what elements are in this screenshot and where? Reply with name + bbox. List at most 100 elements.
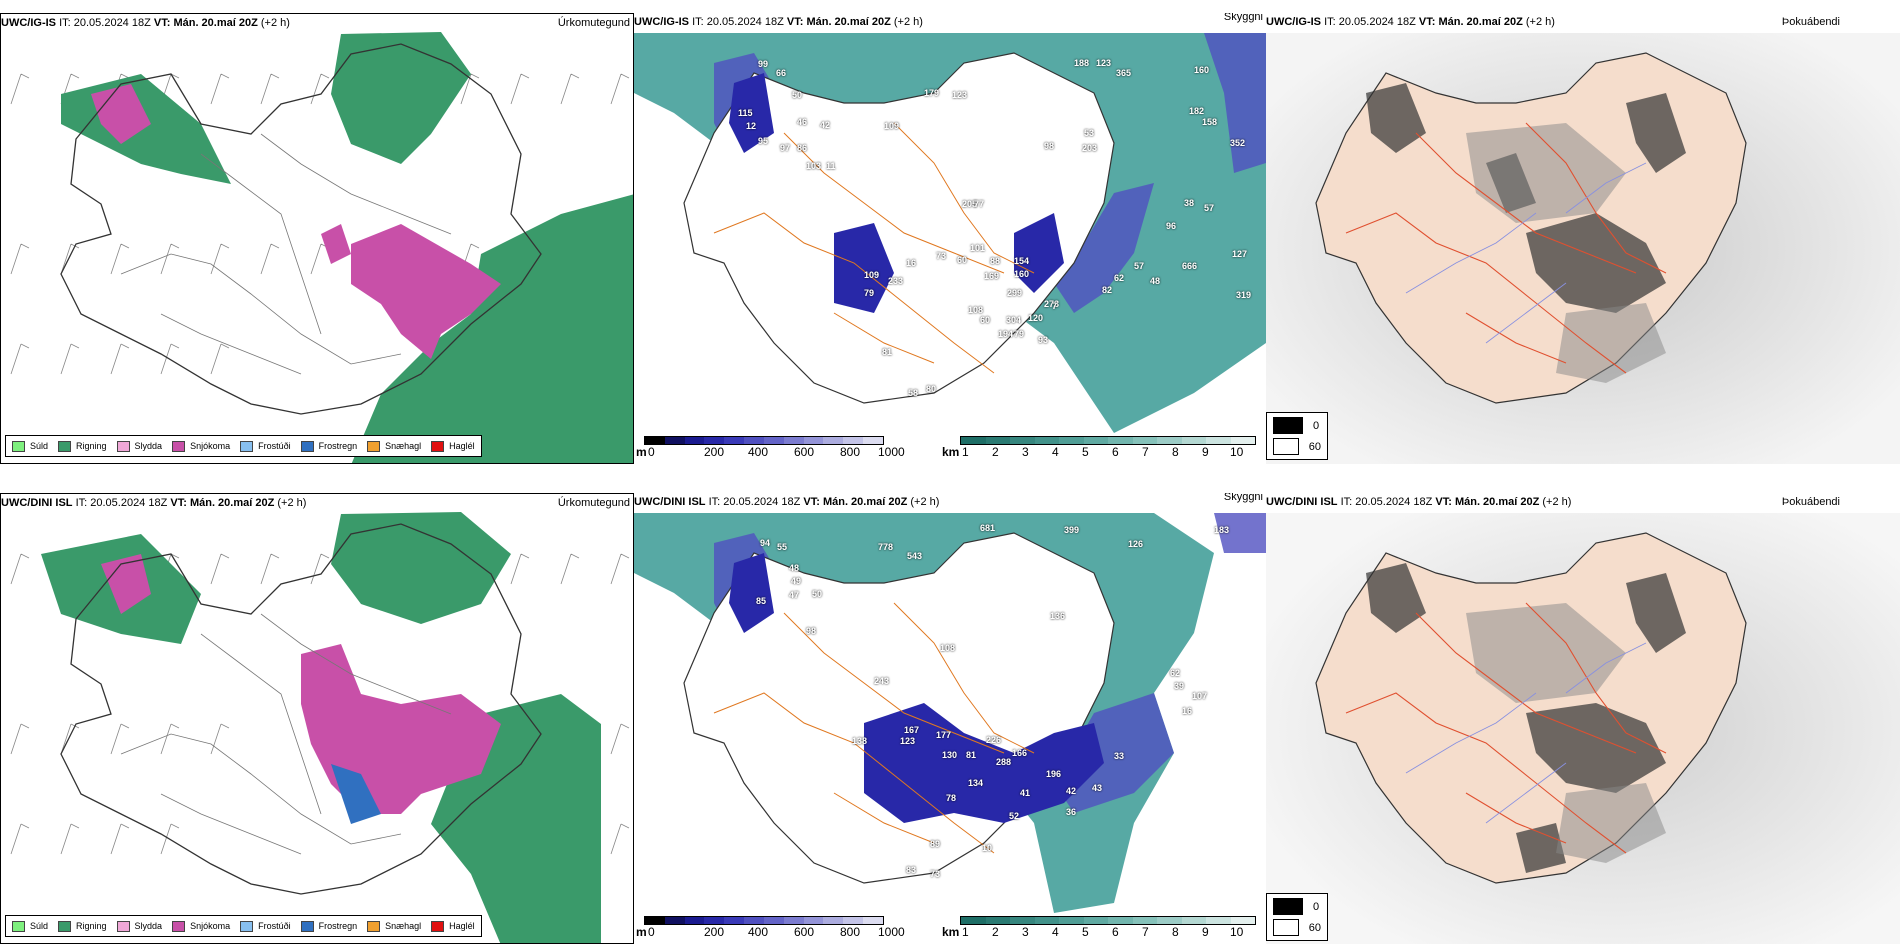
cloud-map-graphic	[634, 513, 1266, 913]
panel-title: Skyggni	[1223, 493, 1263, 503]
roads	[1345, 122, 1667, 374]
legend-swatch	[367, 920, 381, 932]
lead-time: (+2 h)	[277, 497, 307, 509]
colorbar-swatches	[644, 916, 884, 925]
colorbar-tick: 400	[748, 445, 769, 459]
cloud-base-label: 43	[1092, 783, 1103, 793]
colorbar-swatches	[960, 916, 1256, 925]
cloud-base-label: 80	[926, 384, 937, 394]
colorbar-tick: 8	[1172, 445, 1179, 459]
cloud-base-label: 103	[806, 161, 822, 171]
cloud-base-label: 66	[776, 68, 787, 78]
colorbar-tick: 600	[794, 445, 815, 459]
iceland-outline	[60, 43, 542, 415]
cloud-base-label: 81	[966, 750, 977, 760]
fog-legend-swatch	[1273, 438, 1299, 455]
fog-legend-swatch	[1273, 919, 1299, 936]
init-time-label: IT:	[708, 496, 721, 508]
model-name: UWC/IG-IS	[634, 16, 689, 28]
legend-item: Frostregn	[300, 440, 358, 452]
colorbar-tick: 1	[962, 445, 969, 459]
legend-label: Snjókoma	[190, 441, 231, 451]
init-time-label: IT:	[59, 17, 71, 29]
legend-item: Snæhagl	[367, 920, 421, 932]
legend-swatch	[172, 440, 186, 452]
cloud-base-label: 60	[957, 255, 968, 265]
legend-item: Snæhagl	[367, 440, 422, 452]
cloud-base-label: 52	[1009, 811, 1020, 821]
valid-time: VT: Mán. 20.maí 20Z	[803, 496, 908, 508]
model-name: UWC/DINI ISL	[1, 497, 73, 509]
visibility-colorbar: km 1 2 3 4 5 6 7 8 9 10	[942, 436, 1256, 459]
cloud-base-label: 7	[1052, 301, 1058, 311]
fog-legend-swatch	[1273, 898, 1303, 915]
cloud-base-label: 89	[930, 839, 941, 849]
legend-label: Snæhagl	[385, 441, 422, 451]
init-time-value: 20.05.2024 18Z	[90, 497, 168, 509]
colorbar-tick: 4	[1052, 445, 1059, 459]
init-time-value: 20.05.2024 18Z	[1338, 16, 1416, 28]
cloud-base-label: 58	[908, 388, 919, 398]
fog-dense	[1366, 563, 1686, 873]
roads	[120, 133, 452, 375]
cloud-base-label: 83	[906, 865, 917, 875]
colorbar-unit: km	[942, 445, 960, 459]
cloud-base-label: 304	[1006, 315, 1022, 325]
cloud-base-label: 62	[1114, 273, 1125, 283]
legend-label: Slydda	[134, 441, 163, 451]
legend-swatch	[367, 440, 381, 452]
cloud-base-label: 127	[1232, 249, 1248, 259]
cloud-base-label: 99	[758, 59, 769, 69]
cloud-base-label: 53	[1084, 128, 1095, 138]
cloud-map-graphic	[634, 33, 1266, 433]
legend-label: Snjókoma	[190, 921, 231, 931]
cloud-base-label: 48	[1150, 276, 1161, 286]
legend-label: Frostregn	[318, 921, 358, 931]
cloud-base-label: 203	[1082, 143, 1098, 153]
legend-label: Frostregn	[318, 441, 358, 451]
cloud-base-label: 88	[990, 256, 1001, 266]
cloud-visibility-map-top: UWC/IG-IS IT: 20.05.2024 18Z VT: Mán. 20…	[634, 13, 1266, 464]
legend-swatch	[300, 440, 314, 452]
colorbar-tick: 5	[1082, 445, 1089, 459]
cloud-base-label: 160	[1194, 65, 1210, 75]
init-time-label: IT:	[1340, 496, 1353, 508]
cloud-base-label: 134	[968, 778, 984, 788]
precip-type-map-graphic	[10, 32, 633, 463]
cloud-base-label: 73	[936, 251, 947, 261]
cloud-base-label: 55	[777, 542, 788, 552]
init-time-label: IT:	[75, 497, 88, 509]
colorbar-tick: 1000	[878, 445, 905, 459]
colorbar-tick: 800	[840, 925, 861, 939]
legend-label: Haglél	[449, 921, 475, 931]
fog-legend-top: 0 60	[1266, 412, 1328, 460]
cloud-base-label: 85	[756, 596, 767, 606]
fog-legend-item: 60	[1273, 919, 1321, 936]
rain-area	[61, 32, 633, 463]
legend-swatch	[12, 920, 25, 932]
cloud-base-label: 107	[1192, 691, 1208, 701]
cloud-base-label: 79	[1014, 329, 1025, 339]
fog-legend-item: 0	[1273, 417, 1321, 434]
cloud-base-colorbar: m 0 200 400 600 800 1000	[636, 916, 905, 939]
legend-item: Frostúði	[240, 920, 291, 932]
cloud-base-label: 179	[924, 88, 940, 98]
cloud-base-label: 166	[1012, 748, 1028, 758]
cloud-base-label: 543	[907, 551, 923, 561]
cloud-base-label: 169	[984, 271, 1000, 281]
cloud-base-label: 98	[1044, 141, 1055, 151]
cloud-base-label: 48	[789, 563, 800, 573]
cloud-base-label: 182	[1189, 106, 1205, 116]
fog-map-graphic	[1266, 33, 1900, 464]
cloud-base-label: 167	[904, 725, 920, 735]
cloud-base-label: 352	[1230, 138, 1246, 148]
precip-type-map-bottom: UWC/DINI ISL IT: 20.05.2024 18Z VT: Mán.…	[0, 493, 634, 944]
colorbar-tick: 600	[794, 925, 815, 939]
cloud-base-label: 108	[940, 643, 956, 653]
cloud-base-label: 16	[906, 258, 917, 268]
fog-legend-swatch	[1273, 417, 1303, 434]
cloud-base-label: 154	[1014, 256, 1030, 266]
cloud-base-label: 205	[962, 199, 978, 209]
colorbar-tick: 3	[1022, 925, 1029, 939]
colorbar-unit: m	[636, 445, 647, 459]
